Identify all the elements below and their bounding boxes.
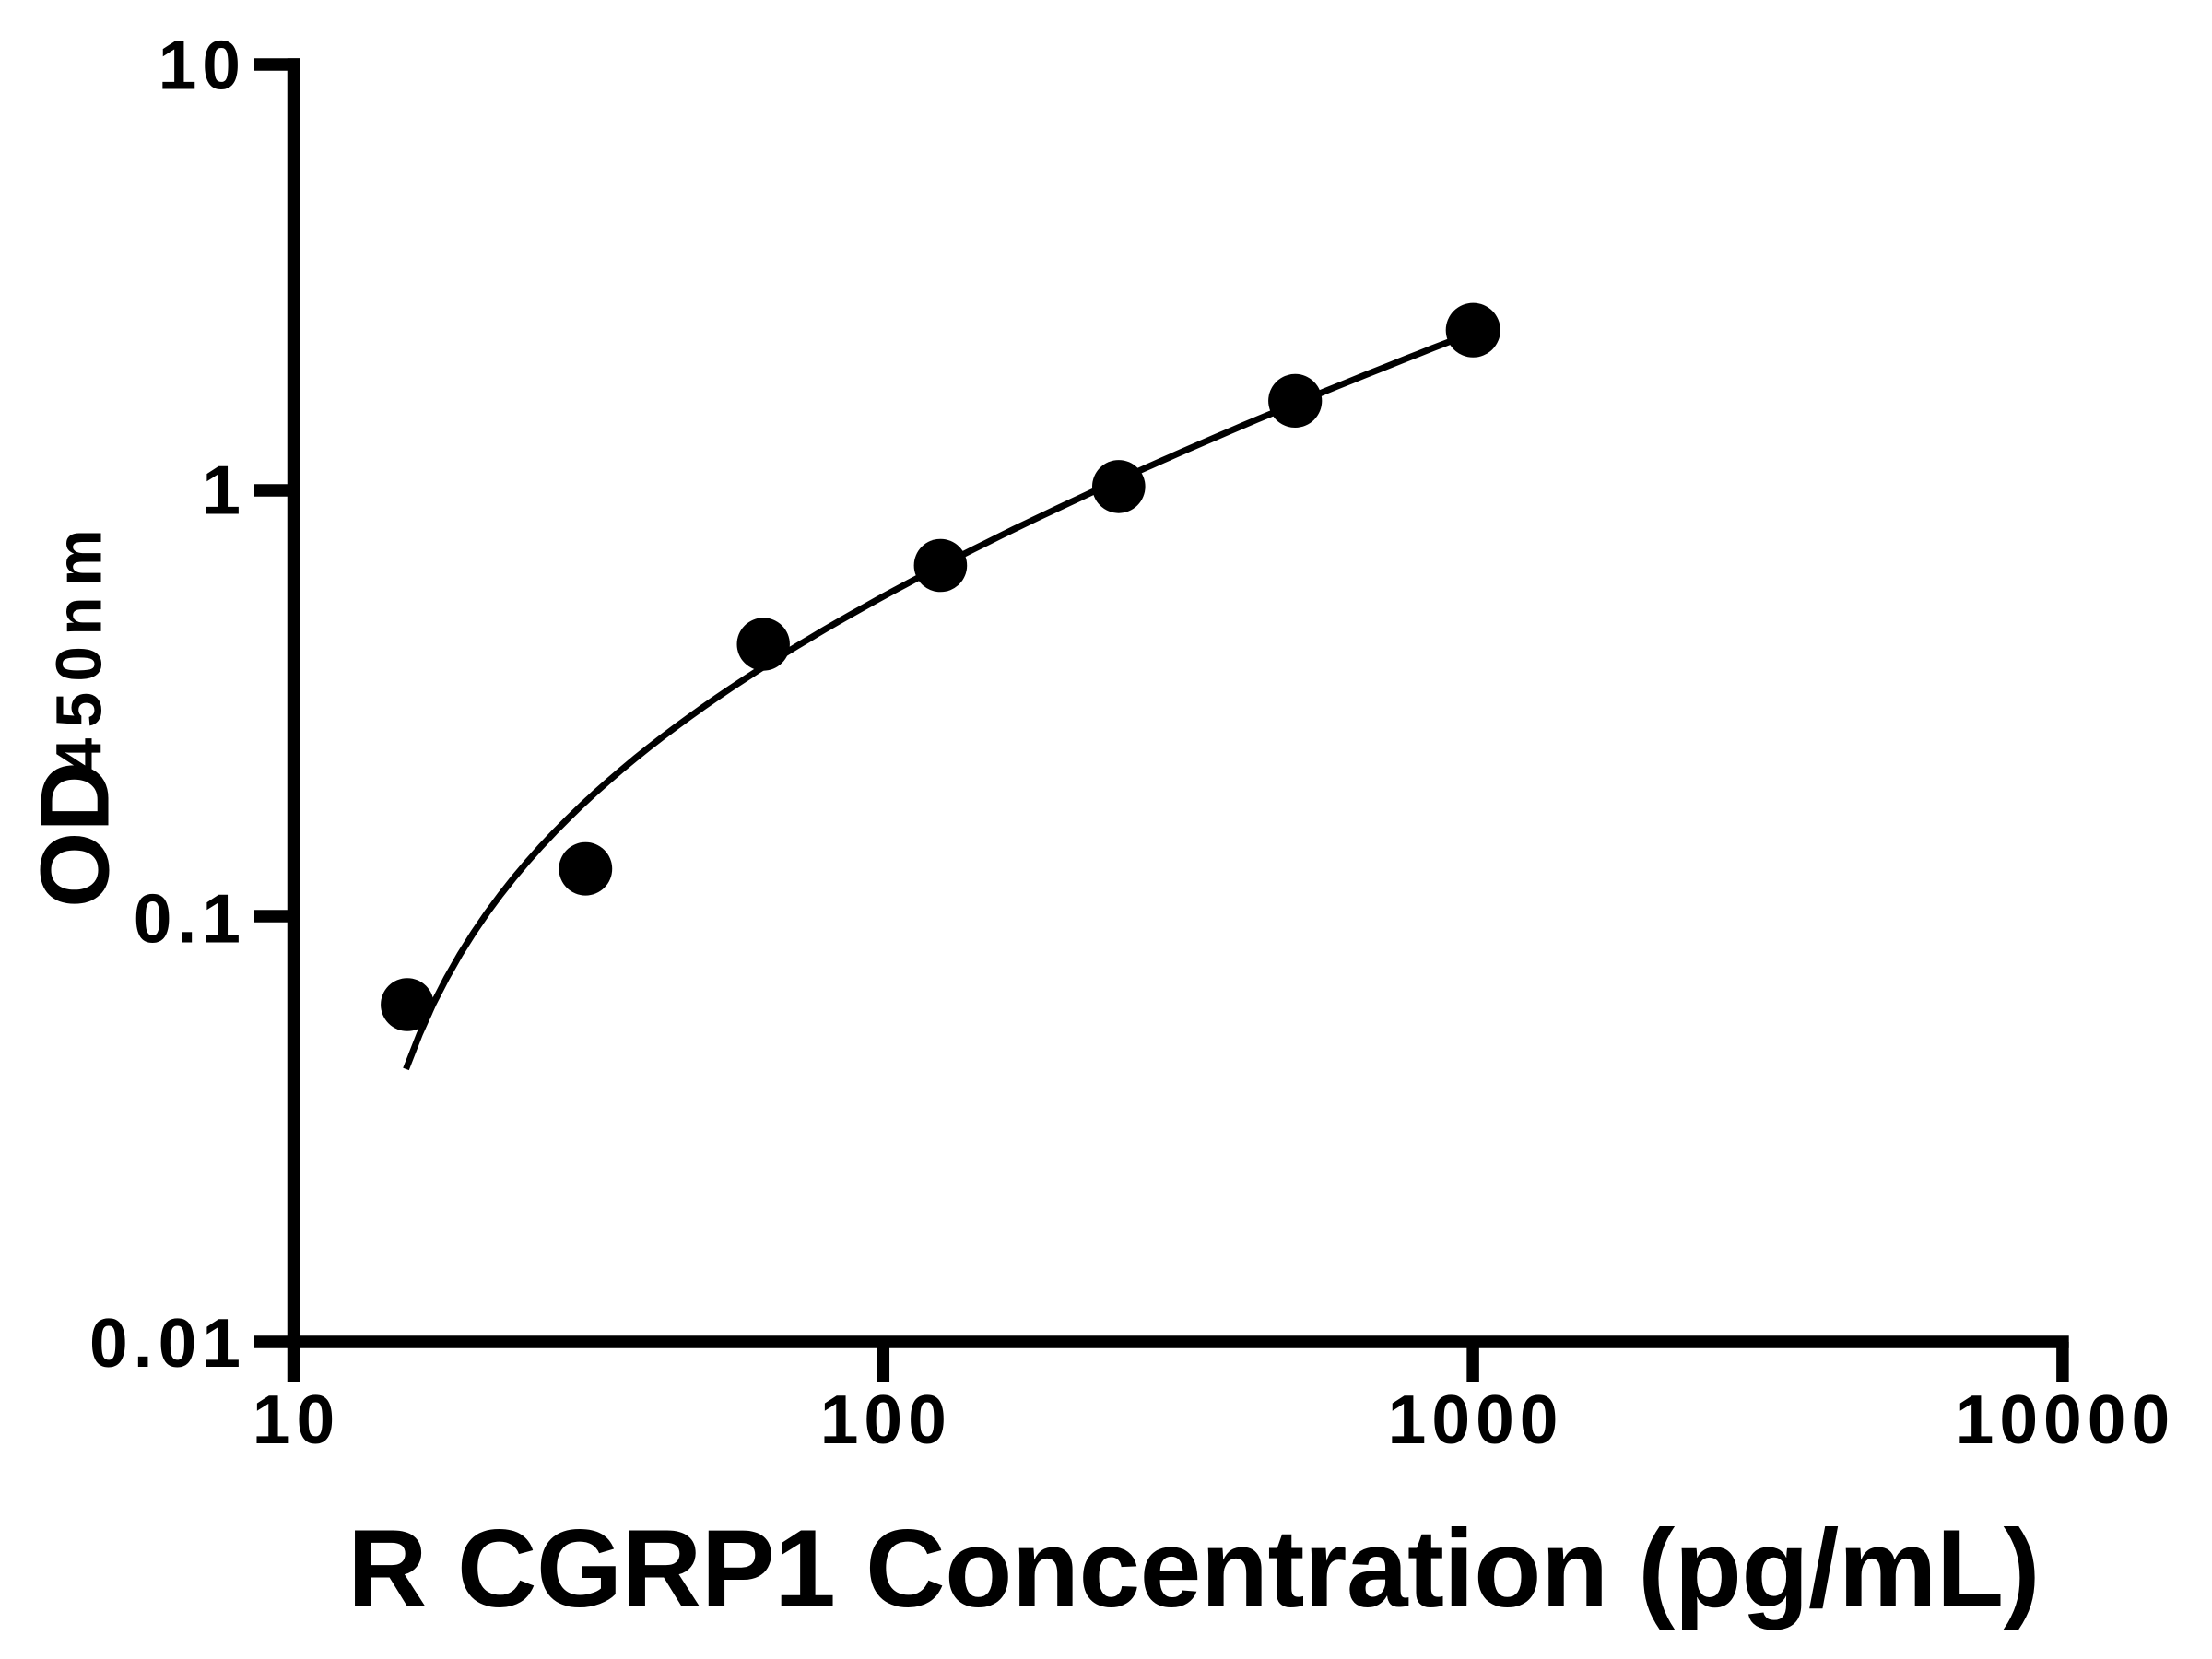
svg-text:1: 1	[202, 452, 246, 529]
svg-text:10: 10	[253, 1381, 340, 1458]
svg-text:0.1: 0.1	[134, 880, 246, 958]
svg-text:1000: 1000	[1388, 1381, 1564, 1458]
svg-text:450nm: 450nm	[43, 519, 115, 773]
svg-text:0.01: 0.01	[89, 1304, 246, 1382]
svg-text:10: 10	[159, 27, 246, 104]
svg-text:100: 100	[820, 1381, 952, 1458]
svg-text:OD: OD	[21, 761, 130, 908]
svg-text:10000: 10000	[1956, 1381, 2176, 1458]
svg-text:R CGRP1 Concentration (pg/mL): R CGRP1 Concentration (pg/mL)	[347, 1507, 2040, 1630]
